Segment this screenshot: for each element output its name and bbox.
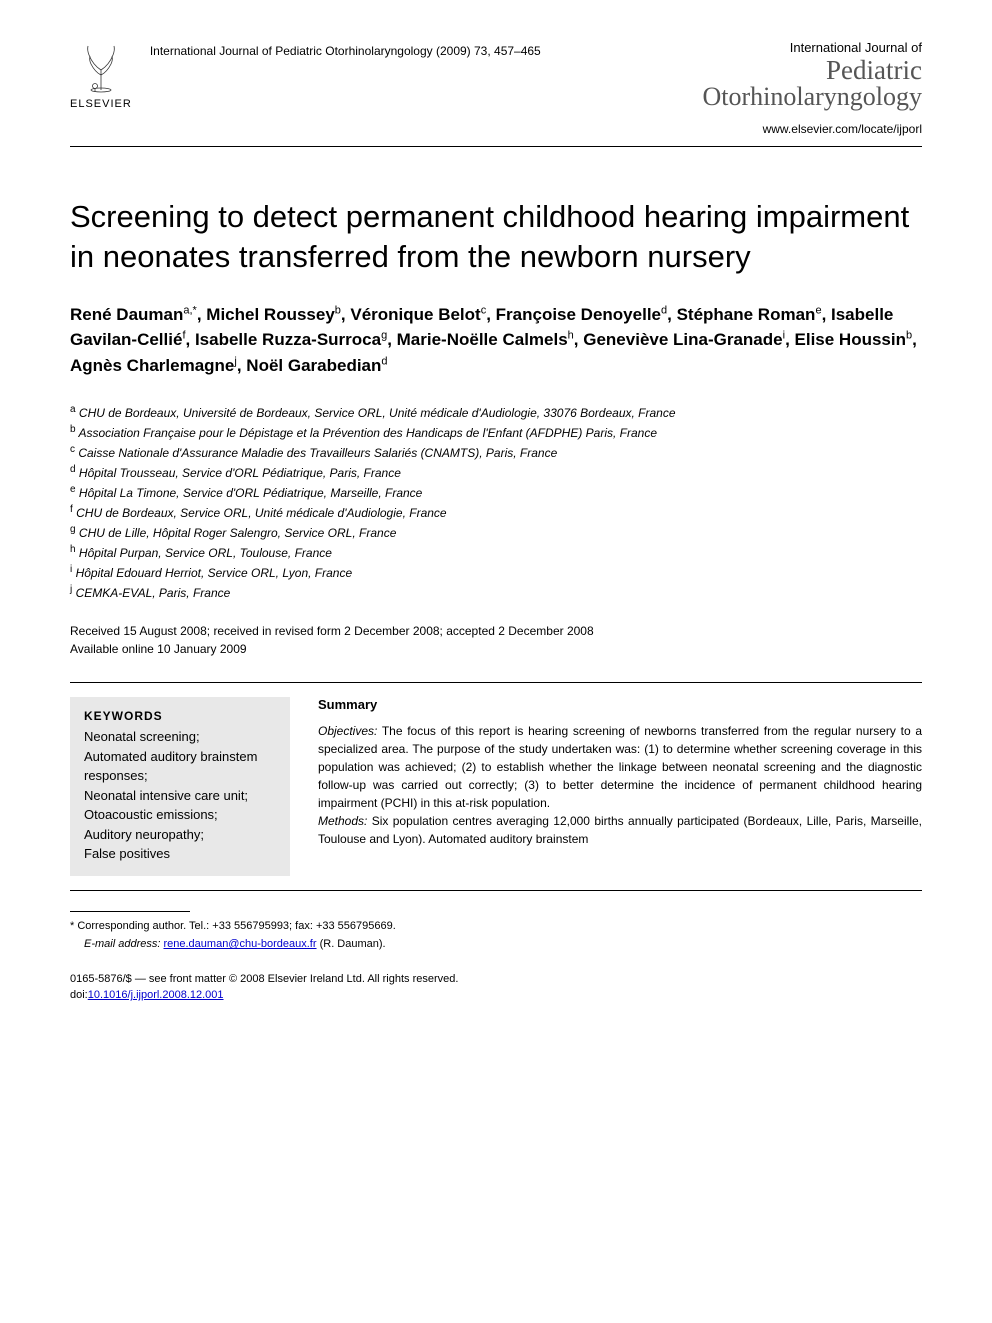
received-date: Received 15 August 2008; received in rev… — [70, 622, 922, 640]
publisher-logo: ELSEVIER — [70, 40, 132, 110]
abstract-section: KEYWORDS Neonatal screening;Automated au… — [70, 682, 922, 891]
header-rule — [70, 146, 922, 147]
methods-text: Six population centres averaging 12,000 … — [318, 814, 922, 846]
footer-block: * Corresponding author. Tel.: +33 556795… — [70, 911, 922, 1004]
summary-heading: Summary — [318, 697, 922, 712]
footer-rule — [70, 911, 190, 912]
publisher-name: ELSEVIER — [70, 98, 132, 110]
summary-text: Objectives: The focus of this report is … — [318, 722, 922, 848]
keywords-list: Neonatal screening;Automated auditory br… — [84, 727, 276, 864]
journal-url[interactable]: www.elsevier.com/locate/ijporl — [702, 122, 922, 136]
affiliation-item: g CHU de Lille, Hôpital Roger Salengro, … — [70, 522, 922, 542]
affiliation-item: a CHU de Bordeaux, Université de Bordeau… — [70, 402, 922, 422]
keywords-box: KEYWORDS Neonatal screening;Automated au… — [70, 697, 290, 876]
authors-list: René Daumana,*, Michel Rousseyb, Véroniq… — [70, 302, 922, 379]
email-label: E-mail address: — [84, 938, 160, 950]
email-link[interactable]: rene.dauman@chu-bordeaux.fr — [163, 938, 316, 950]
header-left: ELSEVIER International Journal of Pediat… — [70, 40, 541, 110]
page-header: ELSEVIER International Journal of Pediat… — [70, 40, 922, 136]
journal-title-line2: Otorhinolaryngology — [702, 82, 922, 112]
keywords-heading: KEYWORDS — [84, 709, 276, 723]
affiliation-item: h Hôpital Purpan, Service ORL, Toulouse,… — [70, 542, 922, 562]
affiliation-item: i Hôpital Edouard Herriot, Service ORL, … — [70, 562, 922, 582]
affiliation-item: j CEMKA-EVAL, Paris, France — [70, 582, 922, 602]
copyright-line: 0165-5876/$ — see front matter © 2008 El… — [70, 971, 922, 988]
affiliation-item: d Hôpital Trousseau, Service d'ORL Pédia… — [70, 462, 922, 482]
corresponding-author: * Corresponding author. Tel.: +33 556795… — [70, 918, 922, 935]
doi-prefix: doi: — [70, 989, 88, 1001]
methods-label: Methods: — [318, 814, 367, 828]
doi-line: doi:10.1016/j.ijporl.2008.12.001 — [70, 987, 922, 1004]
available-date: Available online 10 January 2009 — [70, 640, 922, 658]
journal-supertitle: International Journal of — [702, 40, 922, 55]
affiliation-item: e Hôpital La Timone, Service d'ORL Pédia… — [70, 482, 922, 502]
affiliation-item: f CHU de Bordeaux, Service ORL, Unité mé… — [70, 502, 922, 522]
journal-url-link[interactable]: www.elsevier.com/locate/ijporl — [763, 122, 922, 136]
journal-title-block: International Journal of Pediatric Otorh… — [702, 40, 922, 136]
objectives-text: The focus of this report is hearing scre… — [318, 724, 922, 810]
summary-box: Summary Objectives: The focus of this re… — [290, 697, 922, 876]
doi-link[interactable]: 10.1016/j.ijporl.2008.12.001 — [88, 989, 224, 1001]
article-title: Screening to detect permanent childhood … — [70, 197, 922, 278]
email-line: E-mail address: rene.dauman@chu-bordeaux… — [84, 936, 922, 953]
affiliation-item: b Association Française pour le Dépistag… — [70, 422, 922, 442]
citation-text: International Journal of Pediatric Otorh… — [150, 44, 541, 58]
email-paren: (R. Dauman). — [317, 938, 386, 950]
elsevier-tree-icon — [73, 40, 129, 96]
article-dates: Received 15 August 2008; received in rev… — [70, 622, 922, 658]
objectives-label: Objectives: — [318, 724, 377, 738]
affiliations-list: a CHU de Bordeaux, Université de Bordeau… — [70, 402, 922, 602]
affiliation-item: c Caisse Nationale d'Assurance Maladie d… — [70, 442, 922, 462]
